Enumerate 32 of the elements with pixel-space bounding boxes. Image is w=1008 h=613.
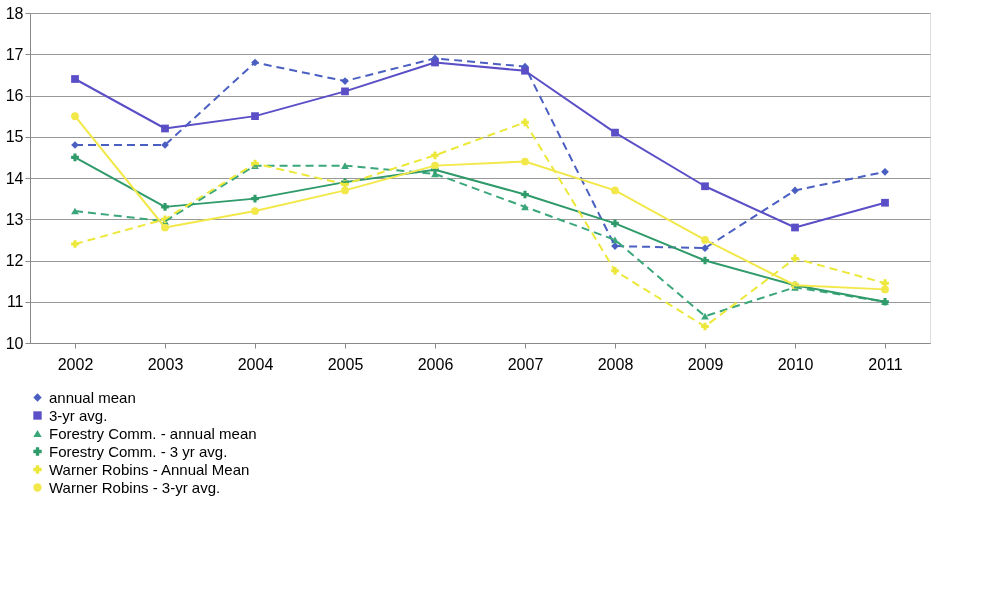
x-tick-label: 2006 <box>417 355 454 373</box>
y-tick-label: 10 <box>5 334 24 352</box>
legend-label: 3-yr avg. <box>49 406 108 424</box>
x-tick-label: 2007 <box>507 355 544 373</box>
x-tick-label: 2002 <box>57 355 94 373</box>
point <box>881 198 889 207</box>
legend-label: Warner Robins - Annual Mean <box>49 460 250 478</box>
y-tick-label: 18 <box>5 4 24 22</box>
x-tick-label: 2010 <box>777 355 814 373</box>
x-tick-label: 2011 <box>868 355 903 373</box>
point <box>71 75 79 83</box>
y-tick-label: 11 <box>6 293 24 311</box>
point <box>431 151 439 160</box>
x-tick-label: 2003 <box>147 355 184 373</box>
x-tick-label: 2008 <box>597 355 634 373</box>
legend-label: Forestry Comm. - 3 yr avg. <box>49 442 228 460</box>
y-tick-label: 15 <box>5 128 24 146</box>
x-tick-label: 2004 <box>237 355 274 373</box>
x-tick-label: 2009 <box>687 355 724 373</box>
y-tick-label: 12 <box>5 252 24 269</box>
y-tick-label: 14 <box>5 169 24 187</box>
y-tick-label: 17 <box>5 45 24 63</box>
x-tick-label: 2005 <box>327 355 364 373</box>
point <box>71 112 79 120</box>
point <box>71 240 79 248</box>
legend-label: Forestry Comm. - annual mean <box>49 424 257 442</box>
legend-label: annual mean <box>49 388 136 406</box>
point <box>701 312 709 320</box>
legend-label: Warner Robins - 3-yr avg. <box>49 478 221 496</box>
point <box>881 167 889 176</box>
y-tick-label: 16 <box>5 87 24 104</box>
y-tick-label: 13 <box>5 210 24 228</box>
